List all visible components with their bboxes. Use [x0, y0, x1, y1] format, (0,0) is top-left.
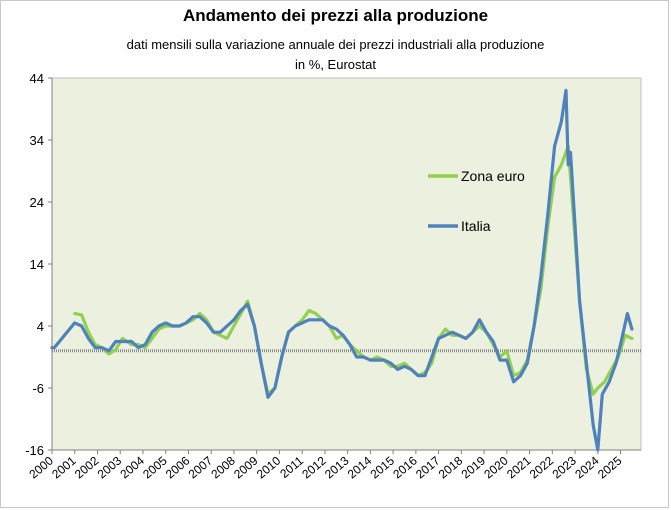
- x-tick-label: 2011: [277, 453, 306, 481]
- y-tick-label: -6: [32, 381, 44, 396]
- plot-area: [51, 77, 642, 451]
- y-axis: 44 34 24 14 4 -6 -16: [25, 71, 53, 458]
- y-tick-label: 34: [30, 133, 44, 148]
- legend: Zona euro Italia: [428, 168, 525, 234]
- x-tick-label: 2025: [595, 453, 625, 481]
- y-tick-label: 24: [30, 195, 44, 210]
- y-tick-label: 44: [30, 71, 44, 86]
- y-tick-label: 14: [30, 257, 44, 272]
- y-tick-label: -16: [25, 443, 44, 458]
- y-tick-label: 4: [37, 319, 44, 334]
- series-layer: [50, 88, 634, 452]
- x-axis: 2000200120022003200420052006200720082009…: [26, 449, 641, 481]
- chart-title: Andamento dei prezzi alla produzione: [182, 6, 489, 25]
- series-line-italia: [50, 88, 634, 452]
- chart-subtitle-line1: dati mensili sulla variazione annuale de…: [126, 37, 545, 52]
- chart-subtitle-line2: in %, Eurostat: [295, 57, 376, 72]
- legend-label: Zona euro: [461, 168, 525, 184]
- legend-label: Italia: [461, 218, 491, 234]
